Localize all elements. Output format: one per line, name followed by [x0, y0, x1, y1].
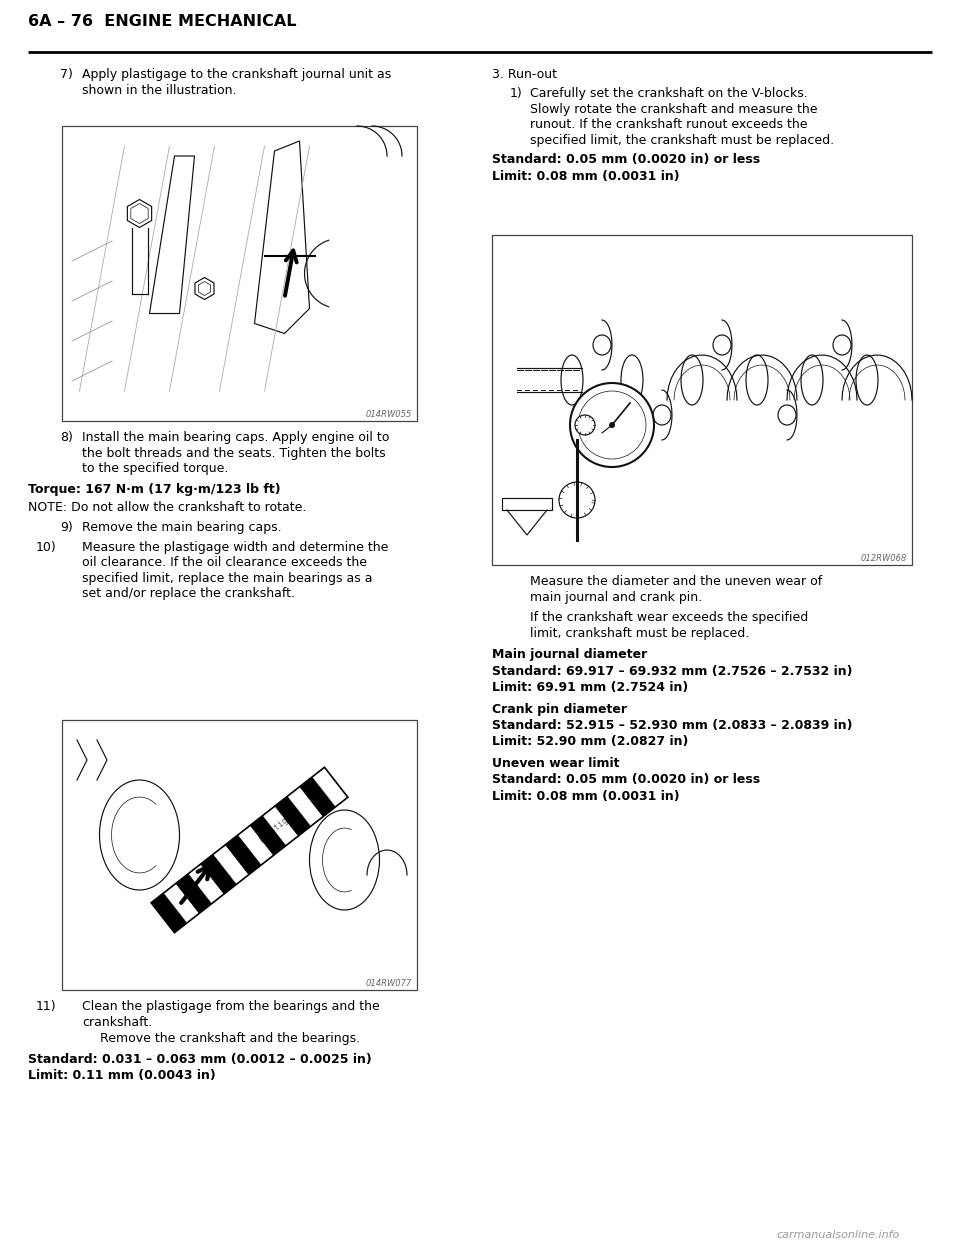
Text: 11): 11)	[36, 1000, 57, 1013]
Text: Limit: 69.91 mm (2.7524 in): Limit: 69.91 mm (2.7524 in)	[492, 681, 688, 694]
Text: 8): 8)	[60, 431, 73, 443]
Polygon shape	[188, 864, 224, 904]
Text: Measure the diameter and the uneven wear of: Measure the diameter and the uneven wear…	[530, 575, 823, 587]
Text: carmanualsonline.info: carmanualsonline.info	[777, 1230, 900, 1240]
Text: Standard: 0.05 mm (0.0020 in) or less: Standard: 0.05 mm (0.0020 in) or less	[492, 774, 760, 786]
Text: 012RW068: 012RW068	[860, 554, 907, 563]
Polygon shape	[195, 277, 214, 299]
Circle shape	[559, 482, 595, 518]
Polygon shape	[128, 200, 152, 227]
Polygon shape	[163, 883, 200, 923]
Circle shape	[578, 391, 646, 460]
Text: Standard: 52.915 – 52.930 mm (2.0833 – 2.0839 in): Standard: 52.915 – 52.930 mm (2.0833 – 2…	[492, 719, 852, 732]
Text: Measure the plastigage width and determine the: Measure the plastigage width and determi…	[82, 542, 389, 554]
Text: set and/or replace the crankshaft.: set and/or replace the crankshaft.	[82, 587, 295, 600]
Text: 6A – 76  ENGINE MECHANICAL: 6A – 76 ENGINE MECHANICAL	[28, 14, 297, 29]
Text: Uneven wear limit: Uneven wear limit	[492, 758, 619, 770]
Ellipse shape	[681, 355, 703, 405]
Text: Clean the plastigage from the bearings and the: Clean the plastigage from the bearings a…	[82, 1000, 380, 1013]
Text: Remove the main bearing caps.: Remove the main bearing caps.	[82, 522, 281, 534]
Text: 014RW055: 014RW055	[366, 410, 412, 419]
Polygon shape	[287, 786, 324, 826]
Text: Limit: 0.11 mm (0.0043 in): Limit: 0.11 mm (0.0043 in)	[28, 1069, 216, 1082]
Ellipse shape	[593, 335, 611, 355]
Polygon shape	[226, 835, 261, 874]
Text: 3. Run-out: 3. Run-out	[492, 68, 557, 81]
Text: 014RW077: 014RW077	[366, 979, 412, 987]
Ellipse shape	[561, 355, 583, 405]
Text: Limit: 52.90 mm (2.0827 in): Limit: 52.90 mm (2.0827 in)	[492, 735, 688, 749]
Text: Main journal diameter: Main journal diameter	[492, 648, 647, 661]
Polygon shape	[151, 893, 187, 933]
Bar	[492, 235, 912, 565]
Text: Slowly rotate the crankshaft and measure the: Slowly rotate the crankshaft and measure…	[530, 103, 818, 116]
Text: Standard: 69.917 – 69.932 mm (2.7526 – 2.7532 in): Standard: 69.917 – 69.932 mm (2.7526 – 2…	[492, 664, 852, 677]
Polygon shape	[213, 845, 249, 884]
Circle shape	[570, 383, 654, 467]
Bar	[502, 498, 552, 510]
Text: Crank pin diameter: Crank pin diameter	[492, 703, 627, 715]
Ellipse shape	[713, 335, 731, 355]
Ellipse shape	[100, 780, 180, 891]
Ellipse shape	[309, 810, 379, 910]
Text: If the crankshaft wear exceeds the specified: If the crankshaft wear exceeds the speci…	[530, 611, 808, 623]
Polygon shape	[254, 142, 309, 334]
Polygon shape	[312, 768, 348, 807]
Circle shape	[609, 422, 615, 428]
Polygon shape	[263, 806, 299, 846]
Ellipse shape	[653, 405, 671, 425]
Ellipse shape	[801, 355, 823, 405]
Polygon shape	[131, 204, 148, 224]
Bar	[62, 720, 417, 990]
Ellipse shape	[746, 355, 768, 405]
Text: to the specified torque.: to the specified torque.	[82, 462, 228, 474]
Text: Apply plastigage to the crankshaft journal unit as: Apply plastigage to the crankshaft journ…	[82, 68, 392, 81]
Ellipse shape	[621, 355, 643, 405]
Text: Limit: 0.08 mm (0.0031 in): Limit: 0.08 mm (0.0031 in)	[492, 790, 680, 804]
Ellipse shape	[833, 335, 851, 355]
Circle shape	[575, 415, 595, 435]
Text: 7): 7)	[60, 68, 73, 81]
Text: 1): 1)	[510, 87, 523, 99]
Text: specified limit, replace the main bearings as a: specified limit, replace the main bearin…	[82, 573, 372, 585]
Bar	[0, 0, 960, 52]
Text: limit, crankshaft must be replaced.: limit, crankshaft must be replaced.	[530, 626, 749, 640]
Text: Carefully set the crankshaft on the V-blocks.: Carefully set the crankshaft on the V-bl…	[530, 87, 807, 99]
Text: 10): 10)	[36, 542, 57, 554]
Polygon shape	[275, 796, 311, 836]
Text: shown in the illustration.: shown in the illustration.	[82, 83, 236, 97]
Text: 9): 9)	[60, 522, 73, 534]
Text: Limit: 0.08 mm (0.0031 in): Limit: 0.08 mm (0.0031 in)	[492, 170, 680, 183]
Text: Remove the crankshaft and the bearings.: Remove the crankshaft and the bearings.	[100, 1032, 360, 1045]
Text: Install the main bearing caps. Apply engine oil to: Install the main bearing caps. Apply eng…	[82, 431, 390, 443]
Bar	[62, 125, 417, 421]
Ellipse shape	[856, 355, 878, 405]
Text: plastigage: plastigage	[257, 806, 302, 843]
Polygon shape	[251, 816, 286, 856]
Polygon shape	[238, 826, 274, 864]
Polygon shape	[300, 777, 335, 816]
Text: Standard: 0.031 – 0.063 mm (0.0012 – 0.0025 in): Standard: 0.031 – 0.063 mm (0.0012 – 0.0…	[28, 1052, 372, 1066]
Text: specified limit, the crankshaft must be replaced.: specified limit, the crankshaft must be …	[530, 134, 834, 147]
Text: main journal and crank pin.: main journal and crank pin.	[530, 590, 702, 604]
Polygon shape	[150, 156, 195, 313]
Ellipse shape	[778, 405, 796, 425]
Text: the bolt threads and the seats. Tighten the bolts: the bolt threads and the seats. Tighten …	[82, 447, 386, 460]
Polygon shape	[176, 873, 211, 913]
Text: oil clearance. If the oil clearance exceeds the: oil clearance. If the oil clearance exce…	[82, 556, 367, 570]
Polygon shape	[199, 282, 210, 296]
Text: Standard: 0.05 mm (0.0020 in) or less: Standard: 0.05 mm (0.0020 in) or less	[492, 154, 760, 166]
Text: Torque: 167 N·m (17 kg·m/123 lb ft): Torque: 167 N·m (17 kg·m/123 lb ft)	[28, 482, 280, 496]
Text: NOTE: Do not allow the crankshaft to rotate.: NOTE: Do not allow the crankshaft to rot…	[28, 501, 306, 514]
Polygon shape	[201, 854, 236, 894]
Text: crankshaft.: crankshaft.	[82, 1016, 153, 1028]
Text: runout. If the crankshaft runout exceeds the: runout. If the crankshaft runout exceeds…	[530, 118, 807, 132]
